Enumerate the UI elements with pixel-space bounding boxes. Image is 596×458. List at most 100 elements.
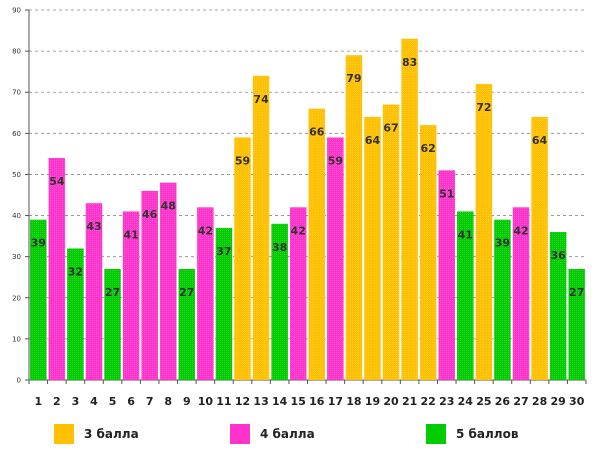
x-tick-label: 16 bbox=[309, 395, 325, 408]
legend-swatch bbox=[426, 424, 446, 444]
x-tick-label: 9 bbox=[183, 395, 191, 408]
x-tick-label: 17 bbox=[328, 395, 343, 408]
y-tick-label: 60 bbox=[12, 130, 21, 138]
legend-label: 3 балла bbox=[84, 427, 139, 441]
bar-texture bbox=[67, 248, 84, 380]
bar-texture bbox=[531, 116, 548, 380]
data-label: 62 bbox=[421, 142, 436, 155]
bars bbox=[30, 38, 585, 381]
data-label: 67 bbox=[383, 122, 398, 135]
data-label: 37 bbox=[216, 245, 231, 258]
data-labels: 3954324327414648274237597438426659796467… bbox=[31, 56, 585, 299]
legend-label: 4 балла bbox=[260, 427, 315, 441]
bar-texture bbox=[234, 137, 251, 380]
data-label: 41 bbox=[123, 228, 138, 241]
x-tick-label: 15 bbox=[291, 395, 306, 408]
data-label: 74 bbox=[253, 93, 269, 106]
x-tick-label: 26 bbox=[495, 395, 511, 408]
data-label: 42 bbox=[291, 224, 306, 237]
x-tick-label: 1 bbox=[34, 395, 42, 408]
bar-texture bbox=[568, 269, 585, 380]
bar-texture bbox=[512, 207, 530, 380]
data-label: 48 bbox=[161, 200, 176, 213]
data-label: 27 bbox=[105, 286, 120, 299]
x-tick-label: 24 bbox=[458, 395, 474, 408]
data-label: 32 bbox=[68, 265, 83, 278]
bar-texture bbox=[85, 203, 103, 380]
bar-texture bbox=[457, 211, 474, 380]
data-label: 39 bbox=[495, 237, 510, 250]
bar-texture bbox=[197, 207, 214, 380]
y-tick-label: 70 bbox=[12, 89, 21, 97]
x-tick-label: 29 bbox=[550, 395, 565, 408]
data-label: 27 bbox=[179, 286, 194, 299]
bar-texture bbox=[345, 55, 363, 380]
data-label: 27 bbox=[569, 286, 584, 299]
bar-texture bbox=[141, 190, 158, 380]
data-label: 46 bbox=[142, 208, 158, 221]
data-label: 42 bbox=[198, 224, 213, 237]
y-tick-label: 10 bbox=[12, 335, 21, 343]
bar-texture bbox=[160, 182, 177, 380]
bar-texture bbox=[48, 158, 66, 380]
bar-texture bbox=[289, 207, 307, 380]
x-tick-label: 4 bbox=[90, 395, 98, 408]
bar-texture bbox=[308, 108, 326, 381]
x-tick-label: 30 bbox=[569, 395, 585, 408]
bar-texture bbox=[30, 219, 47, 380]
data-label: 59 bbox=[328, 154, 343, 167]
y-tick-label: 30 bbox=[12, 253, 21, 261]
grid-lines bbox=[29, 9, 586, 340]
x-tick-label: 5 bbox=[109, 395, 117, 408]
axes bbox=[25, 9, 587, 384]
bar-texture bbox=[215, 227, 233, 380]
x-tick-label: 21 bbox=[402, 395, 417, 408]
x-tick-label: 10 bbox=[198, 395, 214, 408]
data-label: 54 bbox=[49, 175, 65, 188]
bar-texture bbox=[401, 38, 418, 381]
x-tick-label: 28 bbox=[532, 395, 547, 408]
y-tick-label: 20 bbox=[12, 294, 21, 302]
y-tick-label: 50 bbox=[12, 171, 21, 179]
data-label: 64 bbox=[365, 134, 381, 147]
x-tick-label: 8 bbox=[164, 395, 172, 408]
x-tick-labels: 1 2 3 4 5 6 7 8 9 10 11 12 13 14 15 16 17 18 19 20 21 22 23 24 2… bbox=[34, 395, 584, 408]
data-label: 36 bbox=[550, 249, 566, 262]
x-tick-label: 23 bbox=[439, 395, 454, 408]
bar-texture bbox=[252, 75, 270, 381]
legend-swatch bbox=[54, 424, 74, 444]
data-label: 72 bbox=[476, 101, 491, 114]
bar-texture bbox=[475, 84, 493, 380]
bar-texture bbox=[549, 232, 567, 380]
bar-texture bbox=[494, 219, 511, 380]
data-label: 59 bbox=[235, 154, 250, 167]
x-tick-label: 6 bbox=[127, 395, 135, 408]
legend-swatch bbox=[230, 424, 250, 444]
data-label: 79 bbox=[346, 72, 361, 85]
bar-texture bbox=[364, 116, 381, 380]
x-tick-label: 7 bbox=[146, 395, 154, 408]
x-tick-label: 18 bbox=[346, 395, 361, 408]
x-tick-label: 25 bbox=[476, 395, 491, 408]
data-label: 39 bbox=[31, 237, 46, 250]
x-tick-label: 12 bbox=[235, 395, 250, 408]
x-tick-label: 13 bbox=[253, 395, 268, 408]
data-label: 38 bbox=[272, 241, 287, 254]
x-tick-label: 3 bbox=[72, 395, 80, 408]
data-label: 51 bbox=[439, 187, 454, 200]
bar-texture bbox=[382, 104, 400, 381]
bar-texture bbox=[419, 125, 437, 380]
x-tick-label: 19 bbox=[365, 395, 380, 408]
data-label: 43 bbox=[86, 220, 101, 233]
y-tick-label: 40 bbox=[12, 212, 21, 220]
data-label: 41 bbox=[458, 228, 473, 241]
x-tick-label: 22 bbox=[421, 395, 436, 408]
x-tick-label: 2 bbox=[53, 395, 61, 408]
bar-texture bbox=[122, 211, 140, 380]
x-tick-label: 27 bbox=[513, 395, 528, 408]
y-tick-label: 0 bbox=[17, 377, 21, 385]
data-label: 64 bbox=[532, 134, 548, 147]
y-tick-label: 80 bbox=[12, 48, 21, 56]
x-tick-label: 14 bbox=[272, 395, 288, 408]
